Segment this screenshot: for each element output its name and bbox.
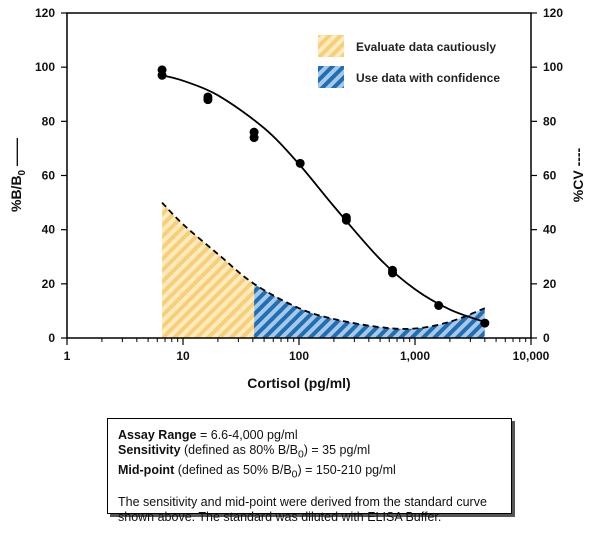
y-tick-label-left: 120: [35, 6, 55, 20]
y-tick-label-right: 40: [543, 223, 557, 237]
sensitivity: Sensitivity (defined as 80% B/B0) = 35 p…: [118, 443, 371, 461]
plot-frame: [66, 12, 532, 339]
data-point: [249, 133, 259, 143]
data-point: [341, 215, 351, 225]
cv-dashed-line: [161, 201, 486, 330]
data-point: [480, 318, 490, 328]
legend-swatch-confidence: [318, 66, 344, 88]
x-tick-label: 1,000: [400, 349, 430, 363]
y-axis-label-right: %CV ----: [570, 147, 586, 202]
y-tick-label-right: 80: [543, 114, 557, 128]
y-tick-label-right: 60: [543, 169, 557, 183]
y-axis-label-left: %B/B0 ——: [8, 138, 28, 212]
y-tick-label-left: 100: [35, 60, 55, 74]
cv-area-caution: [162, 202, 255, 338]
y-tick-label-right: 0: [543, 331, 550, 345]
x-tick-label: 100: [289, 349, 309, 363]
data-point: [434, 301, 444, 310]
y-tick-label-left: 20: [42, 277, 56, 291]
assay-info-box: Assay Range = 6.6-4,000 pg/ml Sensitivit…: [107, 418, 512, 524]
y-tick-label-right: 20: [543, 277, 557, 291]
x-axis-label: Cortisol (pg/ml): [247, 375, 350, 391]
y-tick-label-left: 80: [42, 114, 56, 128]
y-tick-label-left: 40: [42, 223, 56, 237]
cv-area-confidence: [254, 283, 485, 338]
data-point: [388, 268, 398, 278]
y-tick-label-left: 0: [48, 331, 55, 345]
x-tick-label: 10,000: [513, 349, 550, 363]
data-point: [203, 95, 213, 105]
assay-range: Assay Range = 6.6-4,000 pg/ml: [118, 428, 298, 442]
y-tick-label-right: 100: [543, 60, 563, 74]
legend-label-caution: Evaluate data cautiously: [356, 40, 496, 54]
note-text: The sensitivity and mid-point were deriv…: [118, 495, 487, 524]
legend: Evaluate data cautiously Use data with c…: [318, 35, 500, 88]
mid-point: Mid-point (defined as 50% B/B0) = 150-21…: [118, 462, 396, 481]
legend-label-confidence: Use data with confidence: [356, 71, 500, 85]
standard-curve-line: [161, 74, 486, 323]
y-tick-label-right: 120: [543, 6, 563, 20]
x-tick-label: 10: [176, 349, 190, 363]
standard-curve-chart: 1 10 100 1,000 10,000 0 0 20 20 40 40 60 60 80 80 100 10…: [8, 6, 586, 391]
y-tick-label-left: 60: [42, 169, 56, 183]
legend-swatch-caution: [318, 35, 344, 57]
data-point: [157, 70, 167, 80]
x-tick-label: 1: [64, 349, 71, 363]
data-point: [295, 158, 305, 168]
